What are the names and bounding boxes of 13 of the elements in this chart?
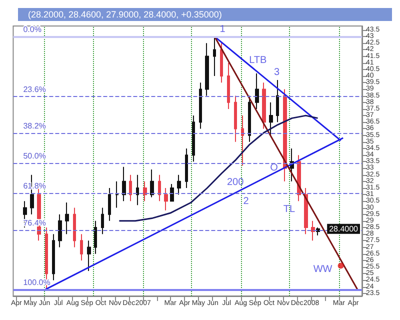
chart-title: (28.2000, 28.4600, 27.9000, 28.4000, +0.35000) <box>28 10 222 20</box>
annotation: LTB <box>249 54 267 66</box>
ref-line-label: 0.0% <box>23 25 42 34</box>
annotation: TL <box>283 204 296 215</box>
annotation: 1 <box>220 24 226 36</box>
annotation: WW <box>313 264 333 276</box>
annotation: 2 <box>243 196 250 207</box>
annotation: 3 <box>274 67 280 78</box>
ref-line-label: 23.6% <box>23 84 46 94</box>
ref-line-label: 38.2% <box>23 122 46 131</box>
annotation: 28.4000 <box>329 224 359 234</box>
annotation: 200 <box>226 176 244 188</box>
ref-line-label: 50.0% <box>23 152 46 161</box>
